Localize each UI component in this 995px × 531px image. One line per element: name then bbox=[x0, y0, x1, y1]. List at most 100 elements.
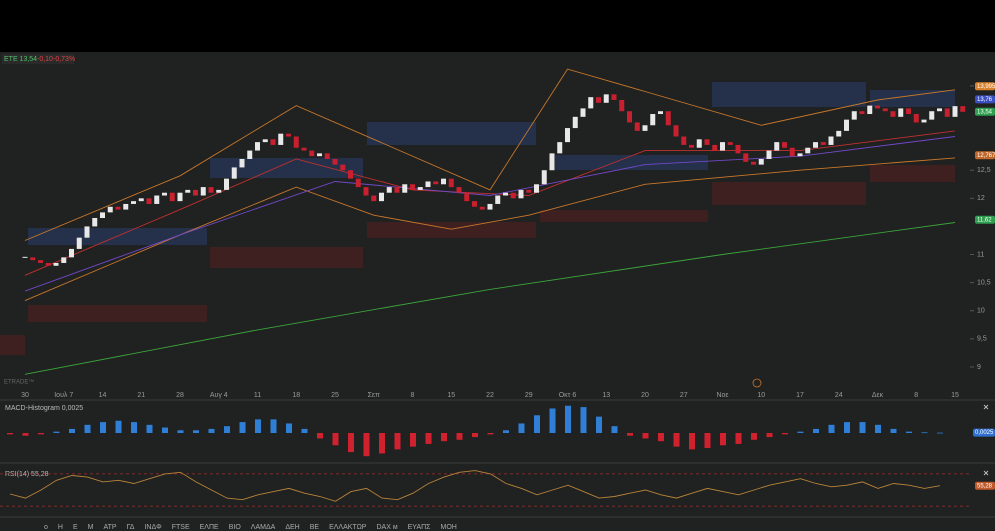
toolbar-item[interactable]: ΓΔ bbox=[127, 524, 135, 531]
histogram-bar bbox=[921, 432, 928, 434]
histogram-bar bbox=[208, 428, 215, 433]
candle bbox=[278, 133, 284, 145]
x-tick-label: 8 bbox=[411, 392, 415, 399]
candle bbox=[572, 116, 578, 129]
indicator-line bbox=[24, 157, 956, 302]
price-badge-label: 13,76 bbox=[977, 97, 993, 103]
toolbar-item[interactable]: ΜΟΗ bbox=[441, 524, 457, 531]
candle bbox=[231, 167, 237, 179]
histogram-bar bbox=[53, 431, 60, 433]
x-tick-label: 17 bbox=[796, 392, 804, 399]
candle bbox=[262, 139, 268, 143]
symbol: ETE 13,54 bbox=[4, 56, 37, 63]
toolbar-item[interactable]: Η bbox=[58, 524, 63, 531]
x-tick-label: 14 bbox=[99, 392, 107, 399]
histogram-bar bbox=[890, 428, 897, 433]
candle bbox=[704, 139, 710, 145]
value-badge-label: 0,0025 bbox=[975, 430, 994, 436]
candle bbox=[185, 189, 191, 193]
candle bbox=[642, 125, 648, 131]
toolbar-item[interactable]: DAX м bbox=[376, 524, 397, 531]
candle bbox=[820, 142, 826, 145]
candle bbox=[247, 150, 253, 159]
close-icon[interactable] bbox=[983, 404, 989, 410]
zone bbox=[0, 335, 25, 355]
candle bbox=[84, 226, 90, 238]
toolbar-item[interactable]: ΛΑΜΔΑ bbox=[251, 524, 276, 531]
candle bbox=[348, 170, 353, 179]
histogram-bar bbox=[766, 433, 773, 438]
candle bbox=[92, 218, 98, 227]
candle bbox=[69, 248, 74, 258]
toolbar-item[interactable]: ΕΛΛΑΚΤΩΡ bbox=[329, 524, 367, 531]
candle bbox=[355, 178, 361, 188]
histogram-bar bbox=[642, 433, 649, 439]
price-badge-label: 11,62 bbox=[977, 217, 992, 223]
histogram-bar bbox=[472, 433, 478, 438]
histogram-bar bbox=[518, 423, 525, 433]
candle bbox=[138, 198, 144, 202]
histogram-bar bbox=[720, 433, 726, 446]
change: -0,10 bbox=[37, 56, 53, 63]
candle bbox=[665, 111, 671, 126]
histogram-bar bbox=[394, 433, 401, 450]
toolbar-item[interactable]: ΙΝΔΦ bbox=[144, 524, 162, 531]
value-badge bbox=[975, 481, 995, 490]
x-tick-label: Δεκ bbox=[872, 392, 884, 399]
histogram-bar bbox=[906, 431, 912, 433]
histogram-bar bbox=[239, 422, 246, 433]
histogram-bar bbox=[100, 422, 106, 433]
x-tick-label: 27 bbox=[680, 392, 688, 399]
close-icon[interactable] bbox=[983, 470, 989, 476]
zone bbox=[712, 182, 866, 205]
candle bbox=[696, 139, 702, 148]
toolbar-item[interactable]: ΔΕΗ bbox=[285, 524, 299, 531]
candle bbox=[619, 99, 625, 112]
price-badge-label: 13,995 bbox=[977, 84, 995, 90]
histogram-bar bbox=[549, 408, 556, 433]
candle bbox=[301, 147, 307, 151]
header-box bbox=[2, 54, 74, 64]
y-tick-label: 10,5 bbox=[977, 279, 991, 286]
candle bbox=[844, 119, 849, 131]
toolbar-item[interactable]: ΕΛΠΕ bbox=[200, 524, 219, 531]
watermark: ETRADE™ bbox=[4, 379, 34, 386]
candle bbox=[743, 153, 749, 162]
candle bbox=[53, 262, 59, 266]
x-tick-label: 24 bbox=[835, 392, 843, 399]
indicator-line bbox=[24, 222, 956, 375]
candle bbox=[472, 201, 477, 207]
candle bbox=[913, 114, 919, 123]
toolbar-item[interactable]: ΒΕ bbox=[310, 524, 320, 531]
candle bbox=[526, 189, 532, 193]
x-tick-label: 10 bbox=[757, 392, 765, 399]
price-badge-label: 13,54 bbox=[977, 109, 993, 115]
zone bbox=[367, 222, 536, 238]
toolbar-item[interactable]: FTSE bbox=[172, 524, 190, 531]
price-badge-label: 12,767 bbox=[977, 153, 995, 159]
candle bbox=[789, 147, 795, 157]
indicator-line bbox=[24, 130, 956, 276]
toolbar-item[interactable]: ο bbox=[44, 524, 48, 531]
toolbar-item[interactable]: ΒΙΟ bbox=[229, 524, 242, 531]
toolbar-item[interactable]: ΑΤΡ bbox=[103, 524, 116, 531]
candle bbox=[658, 111, 663, 115]
histogram-bar bbox=[828, 424, 835, 433]
x-tick-label: Νοε bbox=[716, 392, 728, 399]
candle bbox=[774, 142, 780, 151]
candle bbox=[735, 144, 741, 154]
price-badge bbox=[975, 215, 995, 224]
candle bbox=[286, 133, 291, 137]
candle bbox=[441, 178, 446, 185]
histogram-bar bbox=[317, 433, 323, 439]
price-badge bbox=[975, 95, 995, 104]
y-tick-label: 12,5 bbox=[977, 167, 991, 174]
toolbar-item[interactable]: ΕΥΑΠΣ bbox=[408, 524, 432, 531]
candle bbox=[650, 114, 656, 126]
toolbar-item[interactable]: Ε bbox=[73, 524, 78, 531]
toolbar-item[interactable]: Μ bbox=[88, 524, 94, 531]
zone bbox=[28, 305, 207, 322]
histogram-bar bbox=[937, 432, 943, 434]
event-icon[interactable] bbox=[752, 378, 762, 388]
